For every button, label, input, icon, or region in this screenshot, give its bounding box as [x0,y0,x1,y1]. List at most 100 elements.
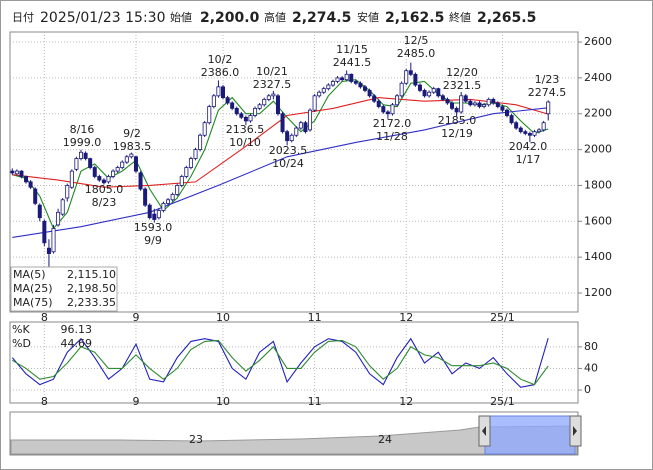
candle-body [51,228,56,253]
price-panel [9,31,579,313]
candle-body [523,131,528,134]
annotation-price: 2185.0 [438,114,477,127]
line [12,339,549,386]
candle-body [101,179,106,184]
annotation-price: 2327.5 [253,78,292,91]
annotation-date: 10/21 [256,65,288,78]
annotation-price: 1999.0 [63,136,102,149]
candle-body [372,95,377,102]
legend-box [10,266,118,312]
candle-body [385,111,390,115]
line [12,97,549,188]
candle-body [454,107,459,113]
field-value: 2,265.5 [477,10,536,26]
candle-body [138,172,143,190]
candle-body [46,247,51,254]
legend-value: 2,115.10 [67,268,116,281]
candle-body [468,100,473,106]
candle-body [211,95,216,107]
x-tick-label: 8 [41,311,48,324]
legend-value: 2,198.50 [67,282,116,295]
x-tick-label: 9 [132,395,139,408]
annotation-date: 12/5 [404,34,429,47]
candle-body [193,149,198,159]
candle-body [175,185,180,195]
annotation-price: 2274.5 [528,86,567,99]
candle-body [340,77,345,81]
legend-value: 96.13 [61,323,93,336]
candle-body [143,188,148,206]
candle-body [436,88,441,97]
candle-body [330,81,335,86]
candle-body [482,104,487,107]
candle-body [60,199,65,215]
candle-body [381,106,386,113]
candle-body [344,73,349,81]
overview-selection[interactable] [484,415,576,455]
candle-body [289,134,294,142]
y-tick-label: 1400 [584,250,612,263]
candle-body [266,95,271,100]
candle-body [413,73,418,86]
candle-body [303,122,308,133]
candle-body [230,102,235,109]
y-tick-label: 1800 [584,178,612,191]
x-tick-label: 10 [216,311,230,324]
candle-body [509,115,514,124]
candle-body [129,153,134,158]
field-value: 2,162.5 [385,10,444,26]
y-tick-label: 0 [584,383,591,396]
candle-body [546,101,551,115]
x-tick-label: 25/1 [490,395,515,408]
candle-body [170,194,175,201]
candle-body [74,158,79,170]
candle-body [537,129,542,133]
annotation-date: 1/23 [535,73,560,86]
field-value: 2,274.5 [292,10,351,26]
candle-body [225,97,230,104]
panel-content: 1200 1400 1600 1800 2000 2200 2400 2600 8 9 10 11 12… [10,32,612,324]
candle-body [514,122,519,129]
legend-name: MA(5) [13,268,46,281]
candle-body [216,86,221,97]
handle-arrow [573,426,577,436]
legend-name: MA(75) [13,296,53,309]
candle-body [463,95,468,102]
candle-body [427,91,432,97]
annotation-price: 2485.0 [397,47,436,60]
candle-body [271,93,276,97]
candle-body [97,176,102,181]
candle-body [404,70,409,84]
candle-body [532,131,537,136]
y-tick-label: 2400 [584,71,612,84]
annotation-date: 1/17 [516,153,541,166]
candle-body [243,116,248,122]
candle-body [248,115,253,122]
candle-body [308,109,313,131]
y-tick-label: 80 [584,340,598,353]
candle-body [495,102,500,107]
candle-body [280,113,285,133]
candle-body [207,106,212,124]
x-tick-label: 11 [308,395,322,408]
annotation-date: 12/19 [441,127,473,140]
candle-body [188,158,193,168]
candle-body [262,99,267,106]
candle-body [431,88,436,93]
annotation-date: 10/2 [208,53,233,66]
candle-body [202,122,207,136]
candle-body [257,104,262,109]
legend-name: MA(25) [13,282,53,295]
annotation-price: 2136.5 [226,123,265,136]
annotation-price: 1983.5 [113,140,152,153]
candle-body [491,99,496,104]
candle-body [184,167,189,177]
x-tick-label: 25/1 [490,311,515,324]
candle-body [79,151,84,159]
candle-body [362,86,367,91]
y-tick-label: 1600 [584,214,612,227]
candle-body [486,99,491,106]
y-tick-label: 1200 [584,286,612,299]
candle-body [335,77,340,82]
